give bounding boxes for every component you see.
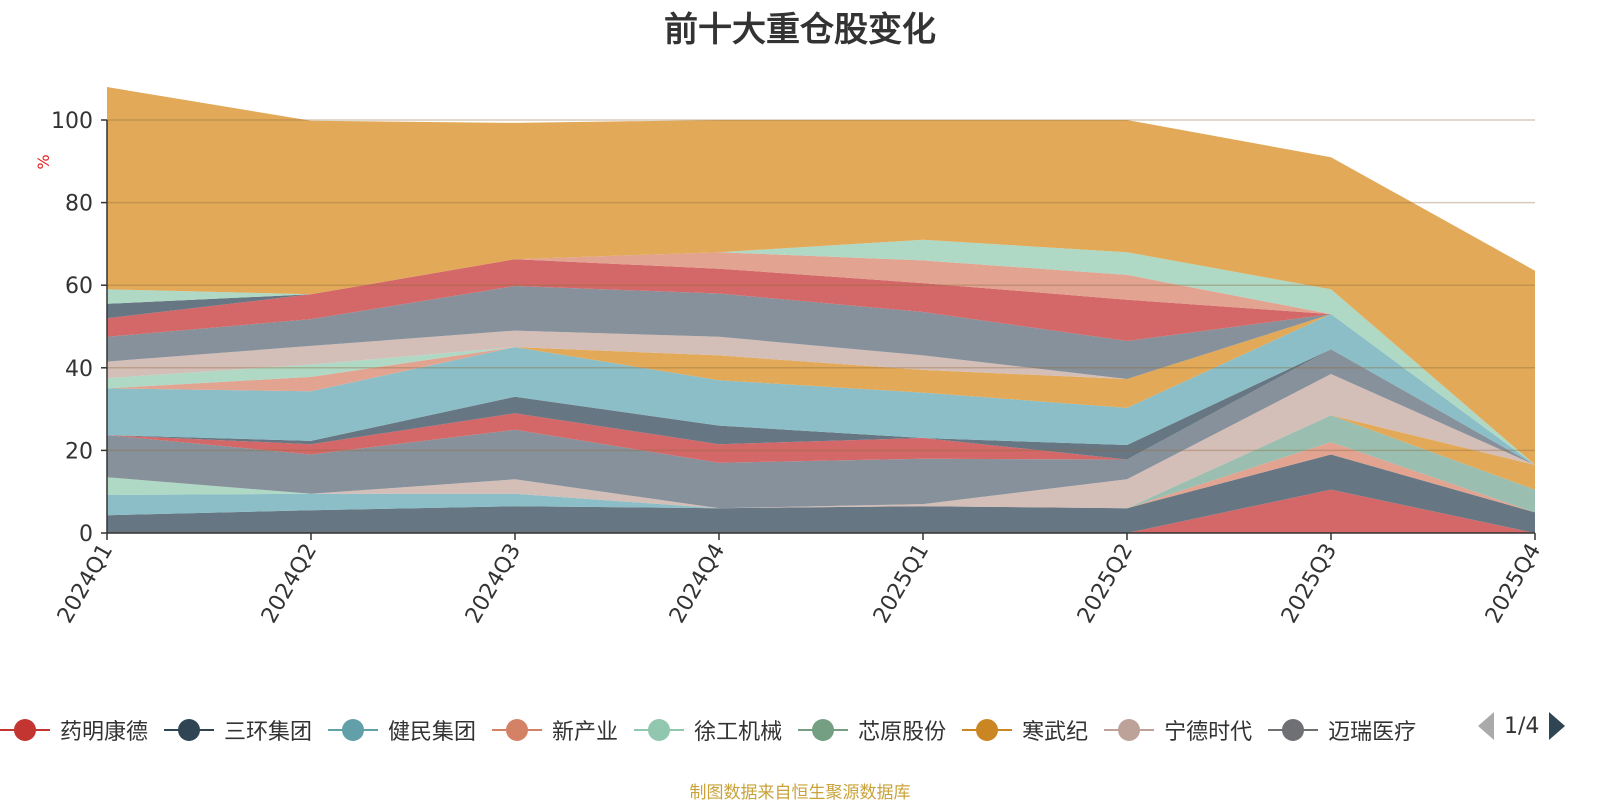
area-series-11[interactable] bbox=[107, 314, 1535, 465]
y-tick-label-1: 20 bbox=[65, 439, 93, 464]
legend-item-4[interactable]: 徐工机械 bbox=[634, 714, 782, 746]
legend-symbol-icon bbox=[164, 718, 215, 742]
legend-symbol-icon bbox=[328, 718, 379, 742]
legend-label: 宁德时代 bbox=[1164, 720, 1253, 745]
x-tick-label-2: 2024Q3 bbox=[461, 540, 526, 628]
y-axis-unit: % bbox=[34, 154, 53, 169]
area-series-5[interactable] bbox=[107, 415, 1535, 513]
y-tick-label-0: 0 bbox=[79, 522, 93, 547]
legend-pager: 1/4 bbox=[1478, 706, 1566, 746]
y-tick-label-5: 100 bbox=[51, 109, 93, 134]
legend-page-indicator: 1/4 bbox=[1504, 713, 1540, 739]
area-series-9[interactable] bbox=[107, 349, 1535, 465]
x-tick-label-1: 2024Q2 bbox=[257, 540, 322, 628]
legend-item-7[interactable]: 宁德时代 bbox=[1104, 714, 1252, 746]
area-series-16[interactable] bbox=[107, 286, 1535, 465]
legend-symbol-icon bbox=[492, 718, 543, 742]
legend-label: 芯原股份 bbox=[858, 720, 947, 745]
x-tick-label-0: 2024Q1 bbox=[53, 540, 118, 628]
chart-title: 前十大重仓股变化 bbox=[664, 10, 936, 50]
area-series-2[interactable] bbox=[107, 454, 1535, 516]
legend-symbol-icon bbox=[1268, 718, 1319, 742]
area-series-21[interactable] bbox=[107, 87, 1535, 465]
x-tick-label-5: 2025Q2 bbox=[1073, 540, 1138, 628]
legend-label: 寒武纪 bbox=[1022, 720, 1089, 745]
legend-item-3[interactable]: 新产业 bbox=[492, 714, 618, 746]
legend-prev-icon[interactable] bbox=[1478, 712, 1494, 740]
area-series-14[interactable] bbox=[107, 314, 1535, 465]
y-tick-label-4: 80 bbox=[65, 192, 93, 217]
legend-next-icon[interactable] bbox=[1549, 712, 1566, 740]
legend-symbol-icon bbox=[1104, 718, 1155, 742]
y-tick-label-2: 40 bbox=[65, 357, 93, 382]
legend-item-6[interactable]: 寒武纪 bbox=[962, 714, 1088, 746]
legend-label: 迈瑞医疗 bbox=[1328, 720, 1417, 745]
legend: 药明康德 三环集团 健民集团 新产业 徐工机械 芯原股份 寒武纪 宁德时代 迈瑞医疗 bbox=[0, 712, 1470, 748]
area-series-1[interactable] bbox=[107, 454, 1535, 534]
x-tick-label-4: 2025Q1 bbox=[869, 540, 934, 628]
grid-lines bbox=[107, 119, 1535, 452]
area-series-17[interactable] bbox=[107, 259, 1535, 465]
source-note: 制图数据来自恒生聚源数据库 bbox=[689, 783, 911, 803]
legend-label: 新产业 bbox=[552, 720, 619, 745]
legend-item-1[interactable]: 三环集团 bbox=[164, 714, 312, 746]
legend-label: 三环集团 bbox=[224, 720, 313, 745]
area-series-7[interactable] bbox=[107, 374, 1535, 509]
area-series-0[interactable] bbox=[107, 489, 1535, 533]
legend-label: 徐工机械 bbox=[694, 720, 783, 745]
legend-item-2[interactable]: 健民集团 bbox=[328, 714, 476, 746]
legend-label: 健民集团 bbox=[388, 720, 477, 745]
legend-item-0[interactable]: 药明康德 bbox=[0, 714, 148, 746]
area-series-group bbox=[107, 87, 1535, 533]
y-tick-label-3: 60 bbox=[65, 274, 93, 299]
legend-item-8[interactable]: 迈瑞医疗 bbox=[1268, 714, 1416, 746]
legend-label: 药明康德 bbox=[60, 720, 149, 745]
legend-symbol-icon bbox=[0, 718, 50, 742]
x-tick-label-6: 2025Q3 bbox=[1277, 540, 1342, 628]
legend-symbol-icon bbox=[798, 718, 849, 742]
x-tick-label-3: 2024Q4 bbox=[665, 540, 730, 628]
area-series-8[interactable] bbox=[107, 349, 1535, 509]
legend-symbol-icon bbox=[634, 718, 685, 742]
legend-item-5[interactable]: 芯原股份 bbox=[798, 714, 946, 746]
legend-symbol-icon bbox=[962, 718, 1013, 742]
x-tick-label-7: 2025Q4 bbox=[1481, 540, 1546, 628]
